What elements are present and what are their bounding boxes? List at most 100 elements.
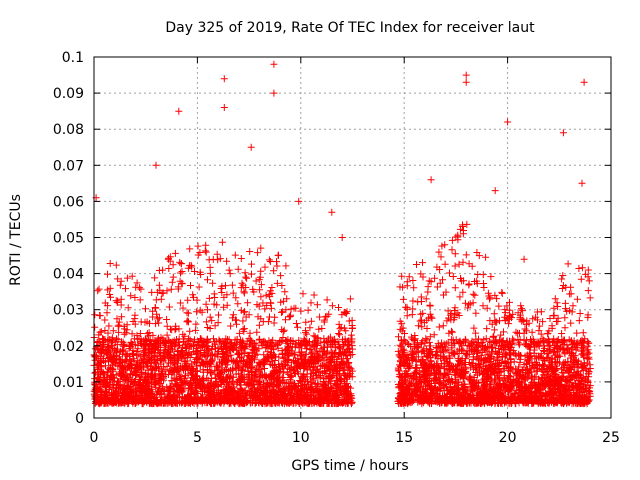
data-point	[298, 348, 306, 356]
data-point	[278, 308, 285, 316]
data-point	[307, 373, 314, 381]
data-point	[175, 335, 183, 343]
data-point	[153, 310, 161, 318]
data-point	[272, 375, 280, 383]
data-point	[335, 330, 343, 337]
data-point	[290, 304, 298, 312]
data-point	[561, 324, 569, 332]
data-point	[98, 347, 106, 355]
data-point	[327, 343, 335, 351]
data-point	[186, 327, 194, 335]
data-point	[238, 279, 246, 287]
data-point	[441, 260, 449, 268]
data-point	[149, 313, 157, 321]
data-point	[96, 312, 104, 320]
data-point	[94, 287, 102, 295]
data-point	[131, 315, 139, 323]
data-point	[176, 299, 184, 307]
data-point	[222, 366, 230, 373]
data-point	[137, 285, 145, 293]
data-point	[122, 285, 129, 293]
data-point	[197, 271, 205, 278]
data-point	[168, 326, 176, 334]
data-point	[95, 331, 103, 339]
data-point	[255, 345, 263, 353]
data-point	[569, 302, 577, 310]
data-point	[311, 333, 319, 341]
data-point	[211, 352, 219, 360]
data-point	[207, 368, 215, 376]
data-point	[345, 344, 353, 352]
data-point	[215, 311, 222, 319]
data-point	[191, 380, 199, 388]
data-point	[123, 274, 131, 282]
data-point	[104, 329, 112, 337]
data-point	[498, 289, 506, 297]
data-point	[322, 313, 329, 321]
data-point	[257, 267, 265, 275]
data-point	[105, 353, 113, 361]
data-point	[567, 319, 575, 327]
data-point	[223, 291, 231, 299]
data-point	[228, 314, 236, 322]
data-point	[218, 289, 226, 296]
data-point	[265, 256, 273, 264]
data-point	[161, 338, 169, 346]
data-point	[298, 375, 306, 383]
data-point	[230, 357, 238, 365]
data-point	[250, 288, 258, 296]
data-point	[214, 319, 222, 327]
data-point	[282, 306, 290, 314]
data-point	[115, 360, 123, 368]
data-point	[291, 368, 299, 376]
data-point	[254, 249, 262, 257]
data-point	[573, 329, 581, 337]
data-point	[259, 299, 267, 307]
data-point	[209, 279, 217, 287]
data-point	[206, 383, 214, 390]
data-point	[234, 300, 242, 308]
data-point	[294, 323, 301, 331]
data-point	[198, 336, 206, 344]
data-point	[426, 302, 434, 310]
data-point	[151, 336, 159, 344]
data-point	[151, 274, 159, 282]
data-point	[173, 348, 181, 355]
data-point	[136, 330, 144, 337]
data-point	[307, 353, 315, 361]
data-point	[171, 249, 179, 257]
data-point	[107, 293, 114, 301]
data-point	[123, 321, 131, 329]
data-point	[106, 284, 114, 292]
data-point	[122, 329, 130, 337]
data-point	[451, 262, 459, 270]
data-point	[282, 316, 289, 324]
data-point	[268, 354, 276, 362]
data-point	[213, 301, 221, 309]
data-point	[206, 325, 214, 332]
data-point	[109, 371, 117, 379]
data-point	[105, 376, 113, 383]
data-point	[257, 244, 265, 252]
data-point	[317, 338, 325, 346]
data-point	[225, 336, 233, 344]
data-point	[124, 304, 132, 312]
data-point	[310, 332, 318, 340]
data-point	[135, 284, 143, 292]
data-point	[126, 353, 134, 360]
data-point	[293, 364, 301, 372]
data-point	[323, 296, 331, 304]
data-point	[258, 341, 266, 349]
data-point	[236, 354, 244, 362]
data-point	[255, 276, 263, 284]
data-point	[267, 304, 275, 312]
data-point	[236, 329, 244, 337]
data-point	[116, 369, 123, 377]
data-point	[120, 322, 128, 330]
data-point	[222, 282, 229, 290]
data-point	[163, 322, 171, 330]
data-point	[490, 310, 498, 318]
data-point	[282, 379, 290, 387]
data-point	[104, 270, 111, 278]
data-point	[231, 251, 239, 259]
